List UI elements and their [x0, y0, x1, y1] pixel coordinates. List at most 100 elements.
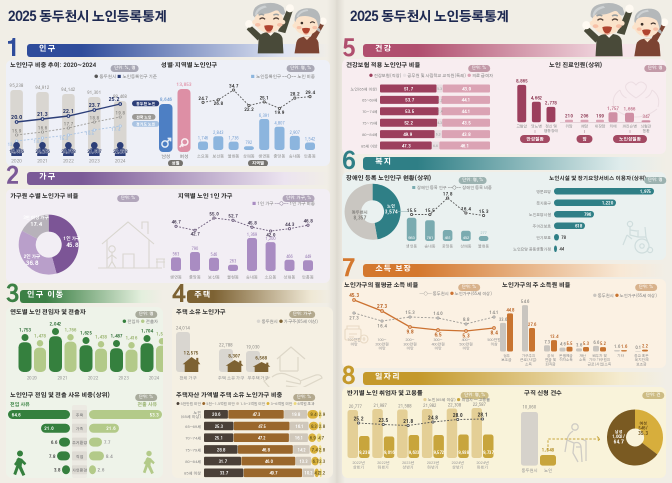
svg-text:상패동: 상패동 [283, 275, 296, 280]
svg-text:3.8: 3.8 [53, 468, 61, 473]
svg-text:1.6: 1.6 [621, 345, 628, 349]
svg-text:6.3: 6.3 [436, 133, 441, 137]
svg-text:94,912: 94,912 [36, 85, 50, 90]
svg-text:소요동: 소요동 [265, 275, 277, 280]
svg-text:공적: 공적 [547, 354, 554, 358]
svg-text:행동장애: 행동장애 [544, 128, 559, 133]
svg-text:1,200: 1,200 [265, 237, 276, 241]
svg-text:22.2: 22.2 [244, 107, 254, 112]
svg-text:796: 796 [583, 212, 591, 217]
svg-text:암: 암 [582, 137, 587, 142]
svg-text:1,416: 1,416 [126, 336, 138, 341]
svg-text:29.4: 29.4 [305, 90, 316, 95]
svg-text:8.4: 8.4 [490, 331, 499, 336]
svg-text:70~74세: 70~74세 [185, 437, 201, 441]
svg-text:하반기: 하반기 [378, 465, 389, 470]
svg-text:33.6: 33.6 [499, 318, 508, 322]
svg-text:재산: 재산 [579, 354, 586, 358]
svg-text:47.5: 47.5 [258, 425, 267, 429]
svg-text:10.2: 10.2 [304, 472, 312, 476]
svg-text:51.7: 51.7 [403, 86, 413, 91]
svg-text:618: 618 [575, 223, 583, 228]
svg-text:563: 563 [173, 252, 180, 256]
svg-text:9,572: 9,572 [433, 451, 444, 455]
svg-text:8.8: 8.8 [463, 317, 470, 322]
svg-text:19.8: 19.8 [116, 111, 126, 116]
svg-text:20,266: 20,266 [34, 149, 50, 154]
svg-text:퇴직금: 퇴직금 [545, 362, 556, 366]
svg-text:44.1: 44.1 [461, 98, 470, 103]
svg-text:13.4: 13.4 [550, 335, 559, 339]
svg-text:17.4: 17.4 [111, 127, 121, 132]
svg-text:2023년: 2023년 [402, 460, 415, 465]
svg-text:보조금: 보조금 [501, 358, 512, 362]
svg-text:2021: 2021 [37, 159, 48, 164]
svg-text:단기보호: 단기보호 [536, 235, 551, 240]
svg-text:질환: 질환 [641, 128, 650, 133]
svg-text:7.7: 7.7 [103, 440, 111, 445]
svg-text:75~79세: 75~79세 [185, 448, 201, 452]
svg-text:20.6: 20.6 [212, 413, 221, 417]
svg-text:46.1: 46.1 [460, 143, 469, 148]
svg-text:노인: 노인 [193, 410, 201, 415]
svg-text:주택 소유 가구: 주택 소유 가구 [218, 376, 244, 381]
svg-text:91,301: 91,301 [87, 90, 101, 95]
svg-text:송내동: 송내동 [289, 154, 301, 159]
svg-text:790: 790 [192, 247, 200, 251]
svg-text:21.3: 21.3 [37, 112, 48, 118]
svg-text:치매: 치매 [608, 124, 617, 129]
svg-text:하반기: 하반기 [427, 465, 438, 470]
svg-text:4.7: 4.7 [318, 437, 325, 441]
svg-text:중앙동: 중앙동 [274, 154, 286, 159]
svg-text:27.3: 27.3 [348, 316, 358, 321]
svg-text:상반기: 상반기 [451, 465, 463, 470]
svg-text:22,587: 22,587 [473, 403, 487, 407]
svg-text:생연동: 생연동 [257, 154, 270, 159]
svg-text:2,907: 2,907 [290, 131, 301, 135]
svg-text:노인: 노인 [544, 468, 552, 473]
svg-text:여성: 여성 [180, 154, 189, 159]
svg-text:이상: 이상 [490, 341, 498, 346]
svg-text:1,478: 1,478 [34, 334, 46, 339]
svg-text:2,778: 2,778 [544, 101, 557, 106]
svg-text:25.2: 25.2 [354, 416, 364, 421]
svg-text:15.3: 15.3 [405, 310, 414, 315]
svg-text:43.8: 43.8 [461, 132, 471, 137]
svg-text:4,807: 4,807 [274, 122, 285, 126]
svg-text:80~84세: 80~84세 [185, 460, 201, 464]
svg-text:206: 206 [580, 114, 589, 119]
svg-text:위암: 위암 [565, 124, 573, 129]
svg-text:64.6: 64.6 [11, 412, 21, 417]
svg-text:9.8: 9.8 [406, 330, 415, 335]
svg-text:24.7: 24.7 [198, 96, 208, 101]
svg-text:16.4: 16.4 [461, 206, 472, 211]
svg-text:노인: 노인 [387, 204, 395, 209]
svg-text:17.8: 17.8 [443, 191, 453, 196]
svg-text:2021: 2021 [57, 376, 67, 381]
svg-text:45.8: 45.8 [247, 221, 257, 226]
svg-text:781: 781 [427, 236, 433, 240]
svg-text:263: 263 [230, 260, 237, 264]
svg-text:17.7: 17.7 [64, 122, 73, 127]
svg-text:5.3: 5.3 [462, 334, 469, 339]
svg-text:1.6: 1.6 [614, 345, 621, 349]
svg-text:47.2: 47.2 [257, 437, 265, 441]
svg-text:중앙동: 중앙동 [189, 275, 201, 280]
svg-text:생연동: 생연동 [169, 275, 182, 280]
svg-text:13.3: 13.3 [300, 460, 308, 464]
svg-text:199: 199 [596, 114, 604, 119]
svg-text:2022: 2022 [63, 159, 74, 164]
svg-text:6.5: 6.5 [434, 333, 442, 338]
svg-text:이자소득: 이자소득 [559, 358, 573, 362]
svg-text:6.7: 6.7 [312, 460, 319, 464]
svg-text:1,002 /: 1,002 / [612, 435, 625, 439]
svg-text:지역별: 지역별 [252, 161, 264, 166]
svg-text:65~69세: 65~69세 [185, 425, 201, 429]
svg-text:19.8: 19.8 [292, 413, 302, 417]
svg-text:기타: 기타 [617, 354, 624, 358]
svg-text:중앙동: 중앙동 [442, 244, 453, 249]
svg-text:85세 이상: 85세 이상 [184, 471, 201, 476]
svg-text:근로(사업): 근로(사업) [520, 357, 537, 362]
svg-text:31.7: 31.7 [219, 460, 228, 464]
svg-text:근로(사업)소득: 근로(사업)소득 [588, 361, 612, 366]
